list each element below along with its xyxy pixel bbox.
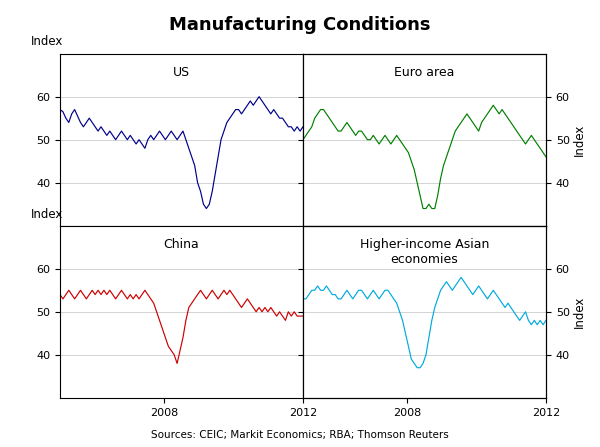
Text: US: US (173, 66, 190, 79)
Text: Euro area: Euro area (394, 66, 455, 79)
Text: Higher-income Asian
economies: Higher-income Asian economies (360, 238, 489, 266)
Y-axis label: Index: Index (572, 295, 586, 328)
Text: Manufacturing Conditions: Manufacturing Conditions (169, 16, 431, 34)
Text: China: China (164, 238, 199, 251)
Text: Index: Index (31, 207, 63, 220)
Text: Sources: CEIC; Markit Economics; RBA; Thomson Reuters: Sources: CEIC; Markit Economics; RBA; Th… (151, 430, 449, 440)
Y-axis label: Index: Index (572, 123, 586, 156)
Text: Index: Index (31, 35, 63, 48)
